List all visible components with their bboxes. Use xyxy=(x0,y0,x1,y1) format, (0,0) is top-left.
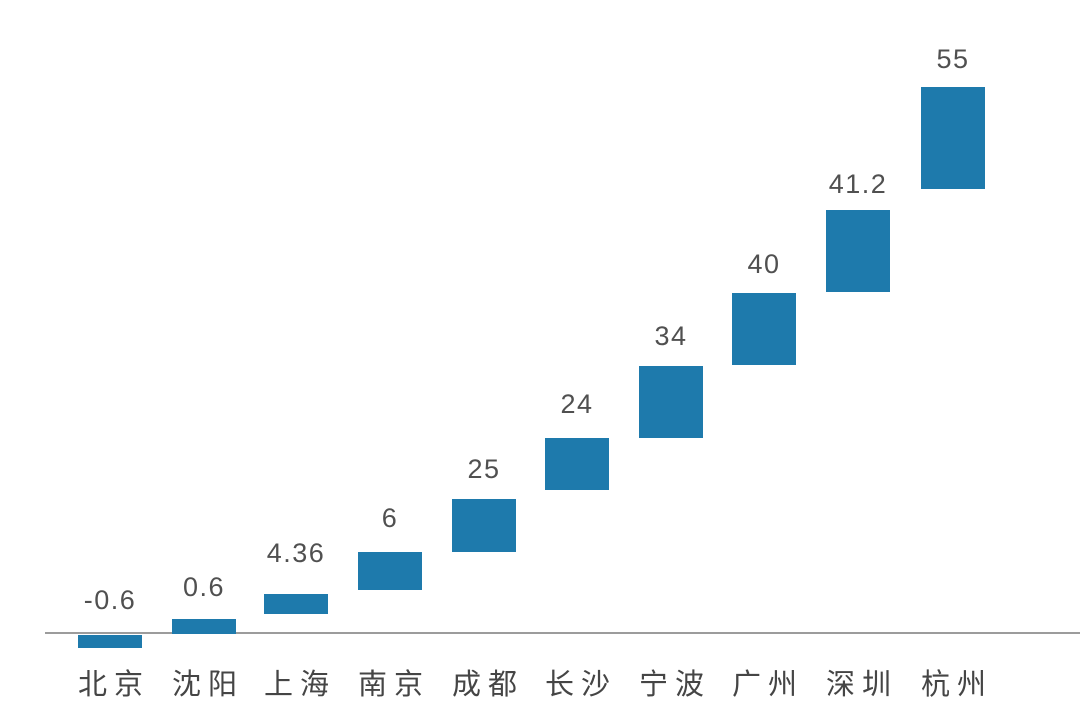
bar-8 xyxy=(732,293,796,365)
bar-10 xyxy=(921,87,985,189)
category-label: 深圳 xyxy=(825,669,899,701)
value-label: 4.36 xyxy=(266,538,326,568)
bar-9 xyxy=(826,210,890,292)
bar-2 xyxy=(172,619,236,634)
value-label: 34 xyxy=(654,321,688,351)
category-label: 长沙 xyxy=(544,669,618,701)
category-label: 上海 xyxy=(263,669,337,701)
value-label: 25 xyxy=(467,454,501,484)
category-label: 南京 xyxy=(357,669,431,701)
value-label: 40 xyxy=(747,249,781,279)
category-label: 杭州 xyxy=(920,669,994,701)
bar-6 xyxy=(545,438,609,490)
value-label: 6 xyxy=(381,503,399,533)
category-label: 宁波 xyxy=(638,669,712,701)
value-label: -0.6 xyxy=(83,585,137,615)
category-label: 沈阳 xyxy=(171,669,245,701)
bar-1 xyxy=(78,635,142,648)
value-label: 41.2 xyxy=(828,169,888,199)
value-label: 24 xyxy=(560,389,594,419)
value-label: 55 xyxy=(936,44,970,74)
bar-5 xyxy=(452,499,516,552)
category-label: 成都 xyxy=(451,669,525,701)
bar-3 xyxy=(264,594,328,614)
value-label: 0.6 xyxy=(182,572,226,602)
category-label: 广州 xyxy=(731,669,805,701)
x-axis-line xyxy=(45,632,1080,634)
bar-4 xyxy=(358,552,422,590)
category-label: 北京 xyxy=(77,669,151,701)
bar-7 xyxy=(639,366,703,438)
